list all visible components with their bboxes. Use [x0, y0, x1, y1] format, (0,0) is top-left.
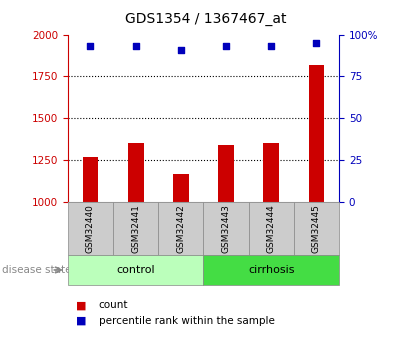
Bar — [218, 145, 234, 202]
Text: control: control — [116, 265, 155, 275]
Text: GDS1354 / 1367467_at: GDS1354 / 1367467_at — [125, 12, 286, 26]
Bar — [83, 157, 98, 202]
Point — [223, 43, 229, 49]
Text: GSM32445: GSM32445 — [312, 204, 321, 253]
Point — [268, 43, 275, 49]
Point — [313, 40, 320, 46]
Bar — [173, 174, 189, 202]
Text: ■: ■ — [76, 316, 87, 326]
Bar — [263, 143, 279, 202]
Text: GSM32443: GSM32443 — [222, 204, 231, 253]
Bar — [309, 65, 324, 202]
Bar — [128, 143, 143, 202]
Text: ■: ■ — [76, 300, 87, 310]
Point — [132, 43, 139, 49]
Text: GSM32444: GSM32444 — [267, 204, 276, 253]
Text: count: count — [99, 300, 128, 310]
Text: GSM32441: GSM32441 — [131, 204, 140, 253]
Point — [178, 47, 184, 52]
Text: percentile rank within the sample: percentile rank within the sample — [99, 316, 275, 326]
Text: GSM32442: GSM32442 — [176, 204, 185, 253]
Text: disease state: disease state — [2, 265, 72, 275]
Text: cirrhosis: cirrhosis — [248, 265, 295, 275]
Text: GSM32440: GSM32440 — [86, 204, 95, 253]
Point — [87, 43, 94, 49]
